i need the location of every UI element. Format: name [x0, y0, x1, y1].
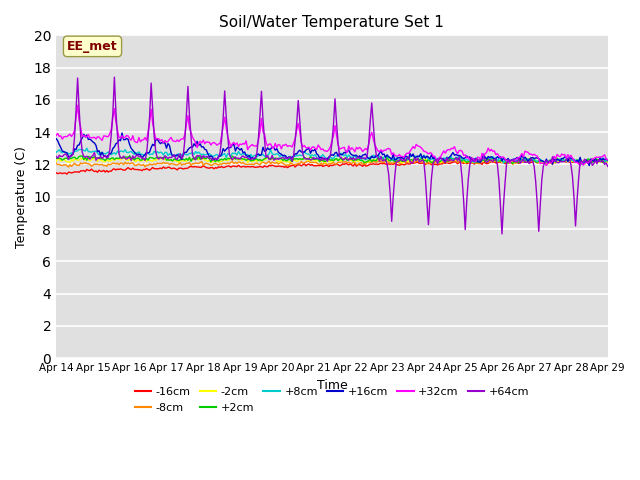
Title: Soil/Water Temperature Set 1: Soil/Water Temperature Set 1	[220, 15, 444, 30]
Legend: -16cm, -8cm, -2cm, +2cm, +8cm, +16cm, +32cm, +64cm: -16cm, -8cm, -2cm, +2cm, +8cm, +16cm, +3…	[130, 383, 534, 417]
Text: EE_met: EE_met	[67, 40, 118, 53]
X-axis label: Time: Time	[317, 379, 348, 392]
Y-axis label: Temperature (C): Temperature (C)	[15, 146, 28, 248]
